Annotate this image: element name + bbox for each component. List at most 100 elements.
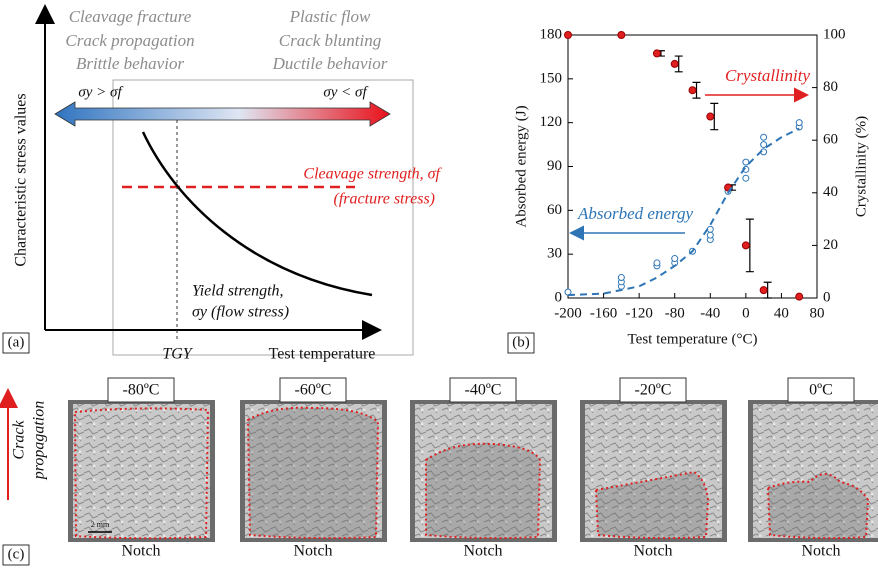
y-tick-label: 60 [547, 202, 562, 218]
panel-a: Cleavage fracture Crack propagation Brit… [2, 4, 443, 363]
x-tick-label: 80 [810, 305, 825, 321]
label: Yield strength, [192, 283, 284, 300]
temperature-label: -20ºC [635, 382, 672, 399]
legend-label: Crystallinity [725, 66, 810, 85]
temp-box [787, 377, 855, 403]
label: Crack [11, 420, 28, 460]
legend-label: Absorbed energy [577, 204, 693, 223]
temp-box [449, 377, 517, 403]
x-tick-label: -160 [590, 305, 618, 321]
y-axis-label: Absorbed energy (J) [513, 105, 529, 227]
y2-tick-label: 100 [823, 26, 846, 42]
panel-label: (a) [8, 334, 25, 350]
point [564, 288, 572, 296]
x-tick-label: -80 [665, 305, 685, 321]
error-bar [763, 281, 772, 299]
notch-label: Notch [293, 543, 332, 560]
y2-tick-label: 40 [823, 184, 838, 200]
label: (fracture stress) [334, 191, 435, 208]
scale-label: 2 mm [91, 520, 110, 529]
x-tick-label: -200 [554, 305, 582, 321]
temp-box [619, 377, 687, 403]
x-tick-label: -120 [625, 305, 653, 321]
label: propagation [31, 401, 48, 481]
point [670, 59, 679, 68]
point [795, 292, 804, 301]
y-axis-label: Characteristic stress values [13, 93, 30, 266]
label: Cleavage strength, σf [303, 166, 442, 183]
y-tick-label: 90 [547, 158, 562, 174]
y-tick-label: 30 [547, 246, 562, 262]
label: Crack blunting [279, 31, 381, 50]
fracture-surface [585, 404, 722, 538]
y2-tick-label: 60 [823, 132, 838, 148]
temperature-label: 0ºC [809, 382, 833, 399]
ductile-region [73, 407, 210, 540]
y2-tick-label: 0 [823, 289, 831, 305]
label: TGY [162, 346, 193, 363]
y-tick-label: 150 [540, 70, 563, 86]
temperature-label: -60ºC [295, 382, 332, 399]
specimen [580, 400, 727, 542]
panel-label: (c) [8, 546, 25, 562]
y-tick-label: 120 [540, 114, 563, 130]
temp-box [107, 377, 175, 403]
point [742, 158, 750, 166]
ductile-region [766, 473, 870, 540]
fracture-surface [245, 404, 382, 538]
fracture-surface [73, 404, 210, 538]
label: Crack propagation [65, 31, 194, 50]
label: Cleavage fracture [69, 7, 192, 26]
point [652, 49, 661, 58]
specimen [240, 400, 387, 542]
point [741, 241, 750, 250]
condition: σy > σf [78, 84, 123, 100]
y-tick-label: 0 [555, 289, 563, 305]
point [760, 133, 768, 141]
ductile-region [246, 406, 380, 540]
x-tick-label: 0 [742, 305, 750, 321]
notch-label: Notch [633, 543, 672, 560]
condition: σy < σf [323, 84, 368, 100]
label: Ductile behavior [272, 54, 388, 73]
point [688, 86, 697, 95]
point [706, 231, 714, 239]
point [742, 174, 750, 182]
notch-label: Notch [801, 543, 840, 560]
point [671, 255, 679, 263]
point [564, 31, 572, 39]
point [760, 141, 768, 149]
label: Brittle behavior [76, 54, 185, 73]
label-box [2, 332, 30, 354]
point [617, 274, 625, 282]
double-arrow [54, 101, 391, 127]
label: Plastic flow [289, 7, 371, 26]
temperature-label: -40ºC [465, 382, 502, 399]
label-box [2, 544, 30, 566]
label-box [507, 332, 535, 354]
point [795, 119, 803, 127]
fracture-surface [753, 404, 878, 538]
temp-box [279, 377, 347, 403]
notch-label: Notch [463, 543, 502, 560]
y2-tick-label: 20 [823, 237, 838, 253]
y2-tick-label: 80 [823, 79, 838, 95]
temperature-label: -80ºC [123, 382, 160, 399]
y2-axis-label: Crystallinity (%) [853, 116, 869, 217]
yield-curve [141, 131, 373, 297]
x-axis-label: Test temperature [269, 346, 376, 363]
point [617, 31, 626, 39]
panel-label: (b) [512, 334, 530, 350]
point [706, 112, 715, 121]
error-bar [710, 102, 719, 131]
frame [112, 79, 414, 356]
ductile-region [425, 442, 542, 540]
specimen [410, 400, 557, 542]
point [653, 259, 661, 267]
panel-c: Crack propagation (c) -80ºC Notch -60ºC Not… [0, 377, 878, 566]
y-tick-label: 180 [540, 26, 563, 42]
specimen [68, 400, 215, 542]
x-tick-label: -40 [700, 305, 720, 321]
x-tick-label: 40 [774, 305, 789, 321]
